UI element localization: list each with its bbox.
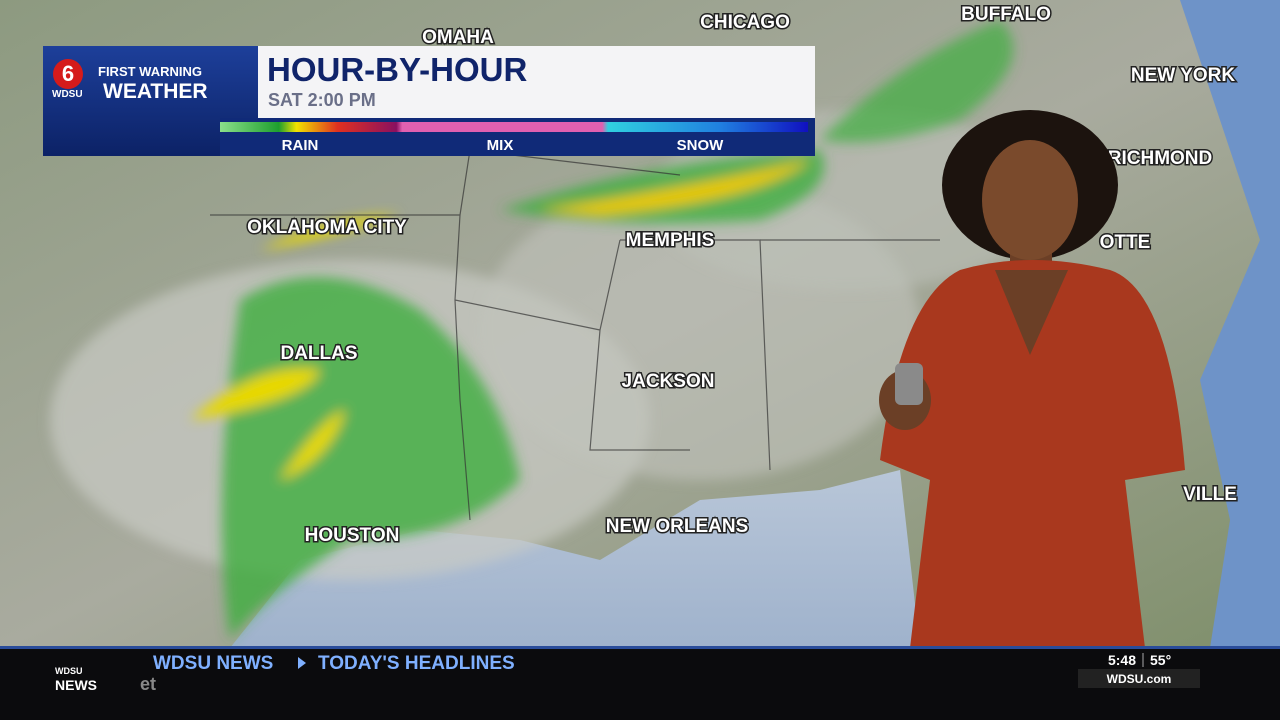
city-label: CHICAGO [700,12,790,33]
city-label: OKLAHOMA CITY [247,217,407,238]
legend: RAIN MIX SNOW [282,137,725,154]
ticker-partial: et [140,674,156,694]
ticker-logo-bottom: NEWS [55,677,97,693]
radar [190,20,1014,640]
title-panel [258,46,815,118]
header-graphic: 6 FIRST WARNING WDSU WEATHER HOUR-BY-HOU… [43,46,815,156]
ticker-logo-top: WDSU [55,666,83,676]
city-label: MEMPHIS [626,230,715,251]
gulf [230,470,920,648]
legend-label: MIX [487,137,514,154]
clock: 5:48 [1108,652,1136,668]
legend-label: RAIN [282,137,319,154]
atlantic [1180,0,1280,648]
brand-top: FIRST WARNING [98,64,202,79]
city-label: JACKSON [622,371,715,392]
city-labels: OMAHA CHICAGO BUFFALO NEW YORK RICHMOND OKLAH… [246,3,1239,548]
city-label: DALLAS [280,343,357,364]
website: WDSU.com [1107,672,1172,686]
city-label: OTTE [1100,232,1151,253]
brand-logo: WDSU [52,89,83,100]
city-label: HOUSTON [305,525,400,546]
ticker-headline: TODAY'S HEADLINES [318,653,515,674]
ticker: WDSU NEWS et WDSU NEWS TODAY'S HEADLINES… [0,646,1280,720]
channel-number: 6 [62,61,74,86]
city-label: NEW YORK [1131,65,1235,86]
city-label: OMAHA [422,27,494,48]
legend-label: SNOW [677,137,725,154]
city-label: VILLE [1183,484,1237,505]
channel-badge [53,59,83,89]
city-label: RICHMOND [1108,148,1213,169]
city-label: BUFFALO [961,4,1051,25]
city-label: NEW ORLEANS [606,516,749,537]
brand-bottom: WEATHER [103,80,208,103]
temperature: 55° [1150,652,1171,668]
time: SAT 2:00 PM [268,90,376,110]
title: HOUR-BY-HOUR [267,51,527,88]
legend-scale [220,122,808,132]
ticker-program: WDSU NEWS [153,653,273,674]
presenter [879,110,1185,648]
